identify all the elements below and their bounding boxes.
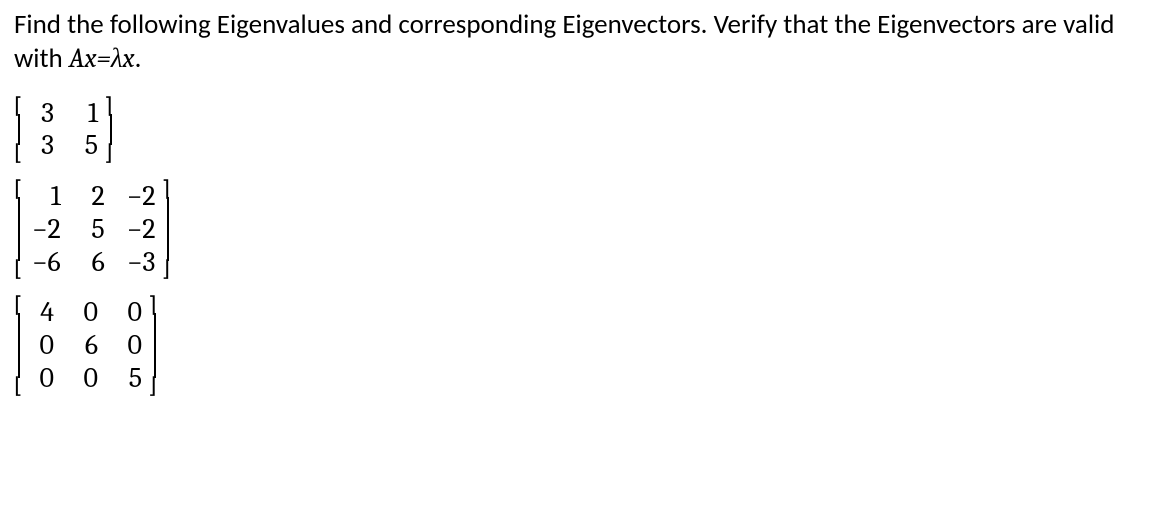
prompt-text-part2: . — [135, 42, 142, 75]
matrix-cell: 6 — [76, 330, 98, 361]
matrix-cell: 5 — [83, 214, 105, 245]
matrix-3: ⌈⌊ 4 0 0 0 6 0 0 0 5 ⌉⌋ — [14, 297, 160, 393]
matrix-cell: −2 — [127, 214, 156, 245]
bracket-left: ⌈⌊ — [14, 297, 26, 393]
matrix-cell: 0 — [120, 330, 142, 361]
matrix-cell: 3 — [32, 98, 54, 129]
bracket-right: ⌉⌋ — [104, 98, 116, 162]
matrix-cell: 4 — [32, 297, 54, 328]
matrix-cell: 0 — [76, 297, 98, 328]
prompt-equation: Ax=λx — [69, 43, 135, 74]
matrix-cell: −6 — [32, 247, 61, 278]
matrix-3-grid: 4 0 0 0 6 0 0 0 5 — [26, 297, 148, 393]
matrix-cell: 5 — [120, 363, 142, 394]
problem-prompt: Find the following Eigenvalues and corre… — [14, 8, 1144, 76]
bracket-right: ⌉⌋ — [148, 297, 160, 393]
matrix-cell: 1 — [76, 98, 98, 129]
matrix-cell: 0 — [120, 297, 142, 328]
matrix-cell: −3 — [127, 247, 156, 278]
matrix-cell: −2 — [32, 214, 61, 245]
matrix-cell: 3 — [32, 130, 54, 161]
prompt-text-part1: Find the following Eigenvalues and corre… — [14, 8, 1114, 75]
matrix-cell: 0 — [76, 363, 98, 394]
matrix-2-grid: 1 2 −2 −2 5 −2 −6 6 −3 — [26, 181, 161, 277]
matrix-cell: 6 — [83, 247, 105, 278]
matrix-cell: 0 — [32, 330, 54, 361]
matrix-cell: 2 — [83, 181, 105, 212]
bracket-right: ⌉⌋ — [161, 181, 173, 277]
matrix-cell: 0 — [32, 363, 54, 394]
matrix-cell: 1 — [32, 181, 61, 212]
page: Find the following Eigenvalues and corre… — [0, 0, 1158, 517]
matrix-1-grid: 3 1 3 5 — [26, 98, 104, 162]
matrix-cell: 5 — [76, 130, 98, 161]
bracket-left: ⌈⌊ — [14, 98, 26, 162]
matrix-cell: −2 — [127, 181, 156, 212]
bracket-left: ⌈⌊ — [14, 181, 26, 277]
matrix-1: ⌈⌊ 3 1 3 5 ⌉⌋ — [14, 98, 116, 162]
matrix-2: ⌈⌊ 1 2 −2 −2 5 −2 −6 6 −3 ⌉⌋ — [14, 181, 173, 277]
